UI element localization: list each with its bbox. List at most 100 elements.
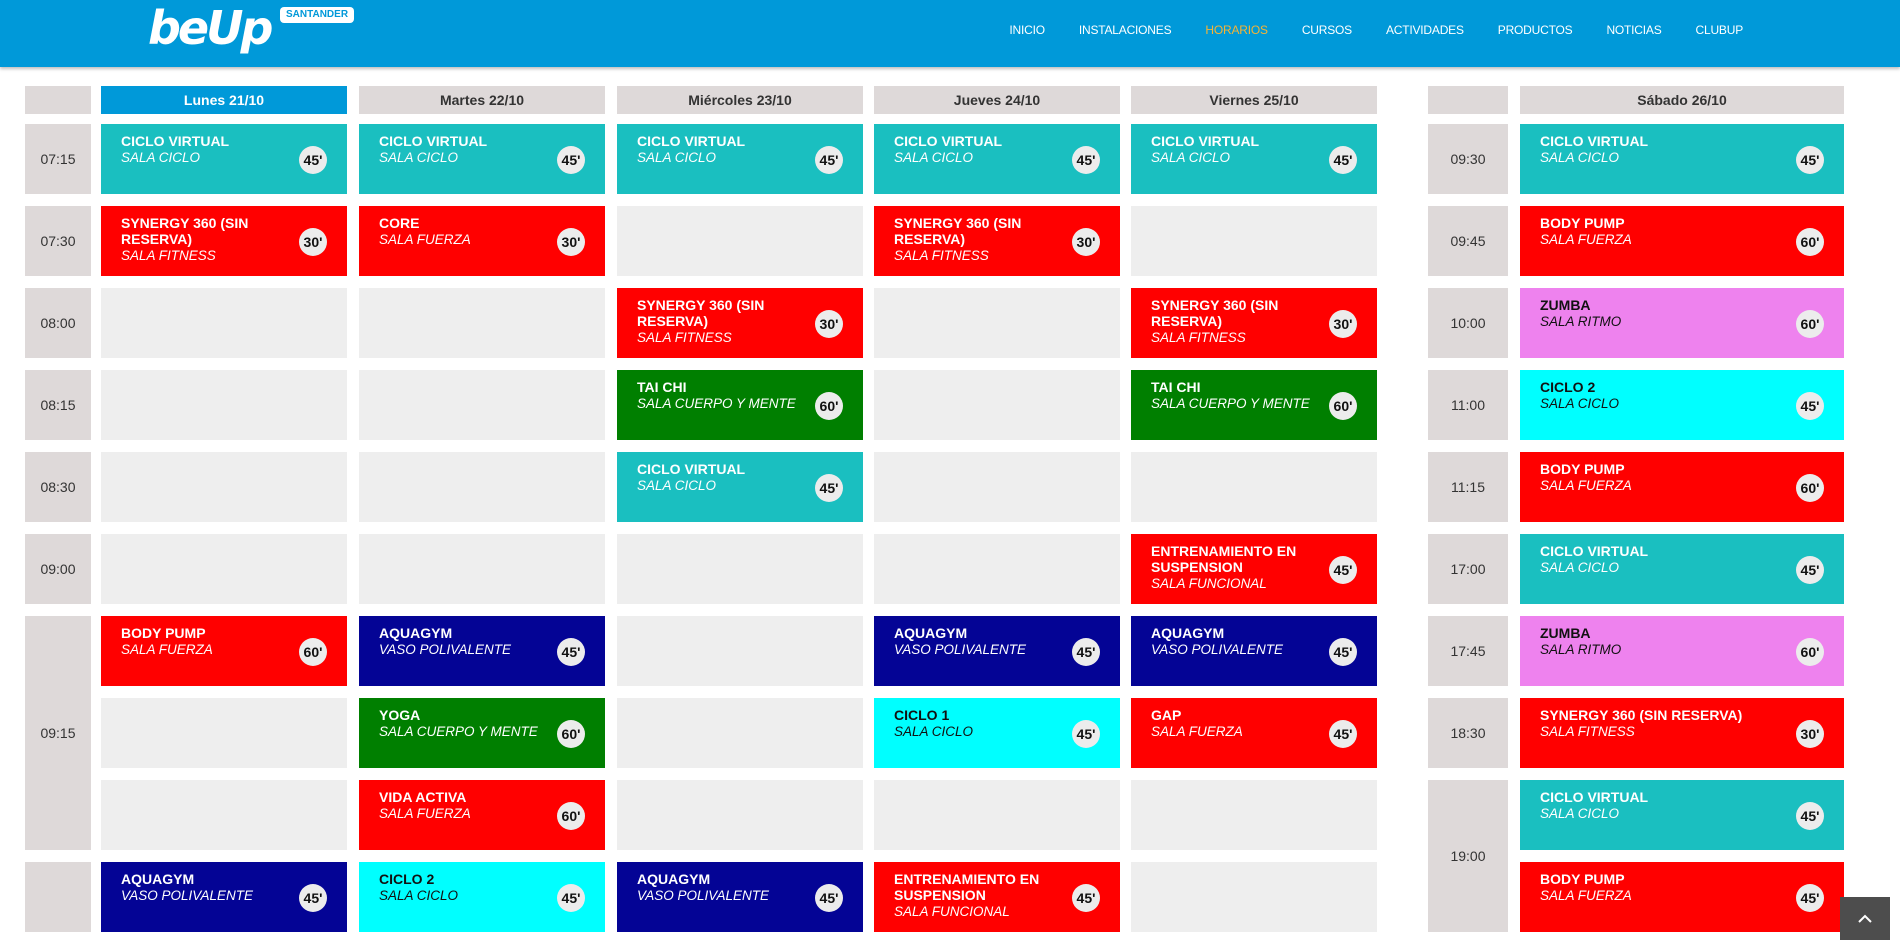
class-block[interactable]: YOGA SALA CUERPO Y MENTE 60' (359, 698, 605, 768)
class-name: ENTRENAMIENTO EN SUSPENSION (1151, 543, 1297, 575)
class-block[interactable]: AQUAGYM VASO POLIVALENTE 45' (617, 862, 863, 932)
class-block[interactable]: CORE SALA FUERZA 30' (359, 206, 605, 276)
nav-productos[interactable]: PRODUCTOS (1497, 23, 1573, 37)
time-slot-label: 09:15 (25, 616, 91, 850)
time-header-cell (1428, 86, 1508, 114)
class-block[interactable]: SYNERGY 360 (SIN RESERVA) SALA FITNESS 30' (617, 288, 863, 358)
scroll-to-top-button[interactable] (1840, 897, 1890, 940)
class-duration-badge: 60' (1796, 638, 1824, 666)
class-duration-badge: 30' (557, 228, 585, 256)
class-block[interactable]: CICLO VIRTUAL SALA CICLO 45' (359, 124, 605, 194)
class-block[interactable]: AQUAGYM VASO POLIVALENTE 45' (874, 616, 1120, 686)
nav-noticias[interactable]: NOTICIAS (1606, 23, 1662, 37)
class-name: AQUAGYM (894, 625, 968, 641)
class-name: CICLO VIRTUAL (1540, 133, 1649, 149)
nav-instalaciones[interactable]: INSTALACIONES (1078, 23, 1172, 37)
class-block[interactable]: CICLO VIRTUAL SALA CICLO 45' (101, 124, 347, 194)
class-name: CICLO VIRTUAL (379, 133, 488, 149)
class-room: SALA FITNESS (1540, 724, 1635, 739)
class-block[interactable]: SYNERGY 360 (SIN RESERVA) SALA FITNESS 30' (1520, 698, 1844, 768)
class-block[interactable]: SYNERGY 360 (SIN RESERVA) SALA FITNESS 30' (1131, 288, 1377, 358)
empty-slot (101, 288, 347, 358)
class-block[interactable]: CICLO VIRTUAL SALA CICLO 45' (617, 124, 863, 194)
class-block[interactable]: CICLO VIRTUAL SALA CICLO 45' (1520, 534, 1844, 604)
class-room: SALA FUERZA (1540, 478, 1632, 493)
class-block[interactable]: AQUAGYM VASO POLIVALENTE 45' (1131, 616, 1377, 686)
class-block[interactable]: CICLO 1 SALA CICLO 45' (874, 698, 1120, 768)
class-block[interactable]: AQUAGYM VASO POLIVALENTE 45' (101, 862, 347, 932)
class-block[interactable]: AQUAGYM VASO POLIVALENTE 45' (359, 616, 605, 686)
class-name: CICLO 2 (379, 871, 435, 887)
class-block[interactable]: ZUMBA SALA RITMO 60' (1520, 288, 1844, 358)
class-block[interactable]: ENTRENAMIENTO EN SUSPENSION SALA FUNCIONA… (1131, 534, 1377, 604)
time-slot-label: 09:45 (1428, 206, 1508, 276)
class-duration-badge: 45' (299, 884, 327, 912)
empty-slot (617, 698, 863, 768)
class-block[interactable]: BODY PUMP SALA FUERZA 60' (1520, 206, 1844, 276)
class-block[interactable]: BODY PUMP SALA FUERZA 45' (1520, 862, 1844, 932)
class-room: SALA FITNESS (121, 248, 216, 263)
time-slot-label: 08:15 (25, 370, 91, 440)
empty-slot (617, 616, 863, 686)
class-duration-badge: 45' (1329, 720, 1357, 748)
empty-slot (359, 452, 605, 522)
class-name: AQUAGYM (121, 871, 195, 887)
nav-clubup[interactable]: CLUBUP (1695, 23, 1744, 37)
nav-actividades[interactable]: ACTIVIDADES (1385, 23, 1464, 37)
time-slot-label: 07:15 (25, 124, 91, 194)
class-room: SALA FUERZA (379, 806, 471, 821)
class-duration-badge: 45' (557, 884, 585, 912)
class-block[interactable]: BODY PUMP SALA FUERZA 60' (101, 616, 347, 686)
class-block[interactable]: CICLO VIRTUAL SALA CICLO 45' (1520, 124, 1844, 194)
time-slot-label: 17:00 (1428, 534, 1508, 604)
class-block[interactable]: CICLO 2 SALA CICLO 45' (359, 862, 605, 932)
beup-logo[interactable]: beUp SANTANDER (148, 1, 355, 60)
nav-inicio[interactable]: INICIO (1009, 23, 1045, 37)
class-room: SALA CICLO (1151, 150, 1231, 165)
class-name: BODY PUMP (121, 625, 206, 641)
empty-slot (359, 288, 605, 358)
class-block[interactable]: SYNERGY 360 (SIN RESERVA) SALA FITNESS 30' (874, 206, 1120, 276)
time-slot-label: 09:00 (25, 534, 91, 604)
empty-slot (101, 452, 347, 522)
class-block[interactable]: CICLO VIRTUAL SALA CICLO 45' (874, 124, 1120, 194)
class-block[interactable]: CICLO VIRTUAL SALA CICLO 45' (1520, 780, 1844, 850)
class-duration-badge: 30' (299, 228, 327, 256)
class-name: CICLO VIRTUAL (1540, 789, 1649, 805)
class-room: SALA CICLO (637, 478, 717, 493)
class-duration-badge: 45' (1329, 638, 1357, 666)
class-name: YOGA (379, 707, 421, 723)
class-block[interactable]: VIDA ACTIVA SALA FUERZA 60' (359, 780, 605, 850)
time-slot-label: 10:00 (1428, 288, 1508, 358)
class-name: AQUAGYM (1151, 625, 1225, 641)
class-name: AQUAGYM (379, 625, 453, 641)
class-block[interactable]: CICLO VIRTUAL SALA CICLO 45' (1131, 124, 1377, 194)
class-duration-badge: 60' (1796, 228, 1824, 256)
class-duration-badge: 30' (815, 310, 843, 338)
class-duration-badge: 45' (557, 146, 585, 174)
day-header: Sábado 26/10 (1520, 86, 1844, 114)
nav-horarios[interactable]: HORARIOS (1205, 23, 1268, 37)
class-room: SALA FUERZA (1540, 232, 1632, 247)
class-duration-badge: 45' (1796, 884, 1824, 912)
class-duration-badge: 45' (299, 146, 327, 174)
class-block[interactable]: BODY PUMP SALA FUERZA 60' (1520, 452, 1844, 522)
class-block[interactable]: CICLO 2 SALA CICLO 45' (1520, 370, 1844, 440)
class-duration-badge: 60' (1796, 310, 1824, 338)
nav-cursos[interactable]: CURSOS (1301, 23, 1352, 37)
class-block[interactable]: GAP SALA FUERZA 45' (1131, 698, 1377, 768)
class-room: SALA CICLO (637, 150, 717, 165)
class-block[interactable]: ENTRENAMIENTO EN SUSPENSION SALA FUNCIONA… (874, 862, 1120, 932)
class-block[interactable]: ZUMBA SALA RITMO 60' (1520, 616, 1844, 686)
day-header: Miércoles 23/10 (617, 86, 863, 114)
chevron-up-icon (1858, 914, 1872, 923)
class-block[interactable]: SYNERGY 360 (SIN RESERVA) SALA FITNESS 30' (101, 206, 347, 276)
class-name: CICLO 1 (894, 707, 950, 723)
empty-slot (874, 780, 1120, 850)
class-block[interactable]: CICLO VIRTUAL SALA CICLO 45' (617, 452, 863, 522)
time-slot-label: 19:00 (1428, 780, 1508, 932)
class-block[interactable]: TAI CHI SALA CUERPO Y MENTE 60' (1131, 370, 1377, 440)
class-block[interactable]: TAI CHI SALA CUERPO Y MENTE 60' (617, 370, 863, 440)
class-name: SYNERGY 360 (SIN RESERVA) (1151, 297, 1279, 329)
class-duration-badge: 30' (1072, 228, 1100, 256)
